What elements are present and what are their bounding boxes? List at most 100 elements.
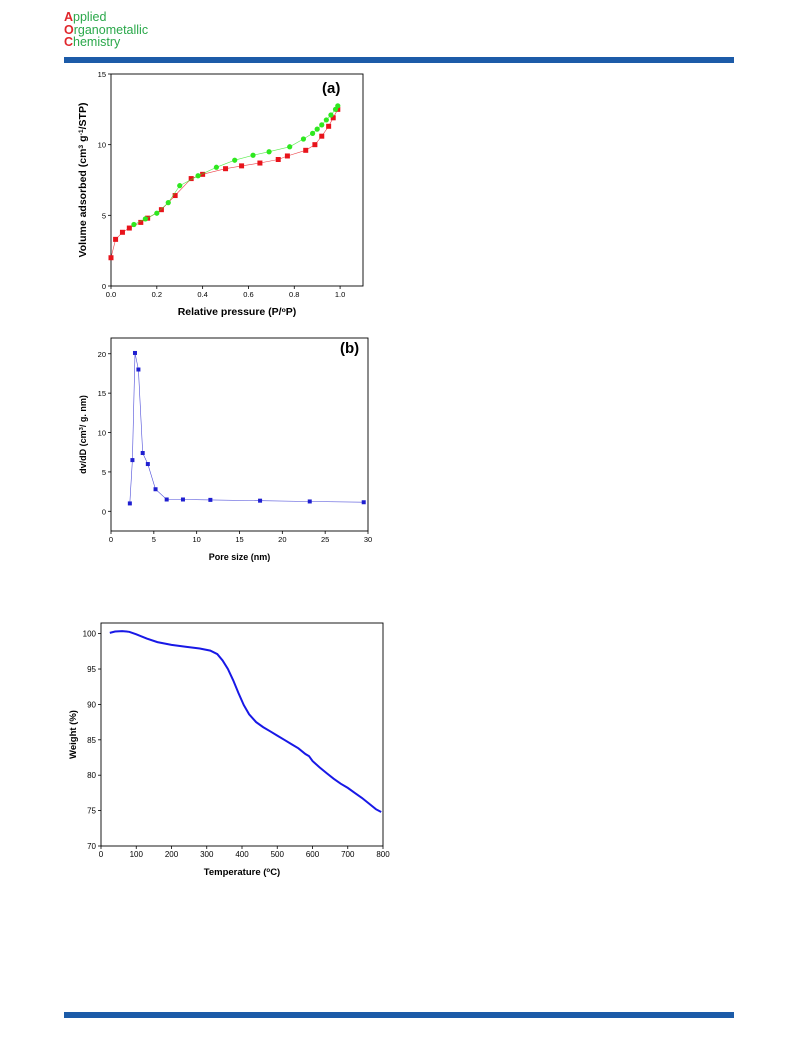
data-point [200, 171, 206, 177]
data-point [154, 210, 160, 216]
y-tick-label: 15 [98, 70, 106, 79]
data-point [257, 160, 263, 166]
x-tick-label: 500 [271, 850, 285, 859]
series-line [109, 630, 382, 813]
data-point [266, 149, 272, 155]
data-point [232, 157, 238, 163]
y-tick-label: 10 [98, 429, 106, 438]
y-tick-label: 100 [83, 630, 97, 639]
data-point [136, 367, 141, 372]
data-point [284, 153, 290, 159]
y-axis-label: Weight (%) [68, 710, 79, 759]
data-point [142, 216, 148, 222]
y-tick-label: 5 [102, 468, 106, 477]
y-tick-label: 20 [98, 350, 106, 359]
x-axis-label: Temperature (oC) [204, 867, 280, 879]
data-point [195, 173, 201, 179]
data-point [335, 103, 341, 109]
chart-b-pore-size: 0 5 10 15 20 25 30 0 5 10 15 20 Pore size (nm) dv/dD … [78, 337, 372, 562]
data-point [113, 236, 119, 242]
y-tick-label: 5 [102, 211, 106, 220]
y-axis-label: Volume adsorbed (cm3 g-1/STP) [77, 103, 89, 258]
data-point [145, 462, 150, 467]
data-point [177, 183, 183, 189]
logo-line-1: Applied [64, 10, 107, 24]
panel-label: (b) [340, 340, 359, 357]
data-point [310, 130, 316, 136]
y-tick-label: 75 [87, 807, 96, 816]
x-tick-label: 25 [321, 535, 329, 544]
y-tick-label: 0 [102, 507, 106, 516]
x-axis-label: Pore size (nm) [209, 552, 271, 562]
data-point [131, 221, 137, 228]
x-tick-label: 20 [278, 535, 286, 544]
x-tick-label: 600 [306, 850, 320, 859]
data-point [319, 122, 325, 128]
data-point [250, 152, 256, 158]
data-point [172, 193, 178, 199]
x-tick-label: 0.8 [289, 290, 299, 299]
data-point [140, 451, 145, 456]
y-tick-label: 15 [98, 389, 106, 398]
chart-a-isotherm: 0.0 0.2 0.4 0.6 0.8 1.0 0 5 10 15 Relative pressur… [77, 70, 364, 318]
data-point [328, 112, 334, 118]
x-tick-label: 0.6 [243, 290, 253, 299]
x-tick-label: 30 [364, 535, 372, 544]
data-point [188, 176, 194, 182]
x-tick-label: 15 [235, 535, 243, 544]
data-point [303, 147, 309, 153]
x-tick-label: 0.4 [197, 290, 207, 299]
data-point [208, 497, 213, 502]
data-point [258, 498, 263, 503]
x-axis-label: Relative pressure (P/oP) [178, 306, 297, 318]
x-tick-label: 100 [130, 850, 144, 859]
data-point [138, 219, 144, 225]
plot-frame [100, 622, 384, 847]
x-tick-label: 10 [192, 535, 200, 544]
data-point [127, 501, 132, 506]
data-point [314, 126, 320, 132]
data-point [130, 458, 135, 463]
logo-line-2: Organometallic [64, 22, 149, 37]
x-tick-label: 5 [152, 535, 156, 544]
panel-label: (a) [322, 80, 340, 97]
data-point [132, 350, 137, 355]
x-tick-label: 300 [200, 850, 214, 859]
data-point [158, 207, 164, 213]
data-point [323, 117, 329, 123]
x-tick-label: 800 [376, 850, 390, 859]
data-point [287, 144, 293, 150]
data-point [164, 497, 169, 502]
data-point [108, 255, 114, 261]
x-tick-label: 400 [235, 850, 249, 859]
y-tick-label: 70 [87, 842, 96, 851]
data-point [361, 500, 366, 505]
data-point [239, 163, 245, 169]
data-point [312, 142, 318, 148]
data-point [275, 157, 281, 163]
data-point [307, 499, 312, 504]
y-tick-label: 85 [87, 736, 96, 745]
x-tick-label: 0 [99, 850, 104, 859]
x-tick-label: 0 [109, 535, 113, 544]
journal-logo: Applied Organometallic Chemistry [64, 11, 148, 49]
logo-line-3: Chemistry [64, 35, 121, 49]
data-point [165, 200, 171, 206]
y-tick-label: 90 [87, 700, 96, 709]
data-point [126, 225, 132, 231]
data-point [326, 123, 332, 129]
x-tick-label: 0.0 [106, 290, 116, 299]
y-axis-label: dv/dD (cm3/ g. nm) [78, 395, 88, 474]
data-point [119, 229, 125, 235]
footer-rule [64, 1012, 734, 1018]
x-tick-label: 700 [341, 850, 355, 859]
x-tick-label: 0.2 [152, 290, 162, 299]
x-tick-label: 200 [165, 850, 179, 859]
y-tick-label: 80 [87, 771, 96, 780]
data-point [153, 487, 158, 492]
data-point [300, 136, 307, 142]
header-rule [64, 57, 734, 63]
x-tick-label: 1.0 [335, 290, 345, 299]
data-point [223, 166, 229, 172]
data-point [330, 115, 336, 121]
